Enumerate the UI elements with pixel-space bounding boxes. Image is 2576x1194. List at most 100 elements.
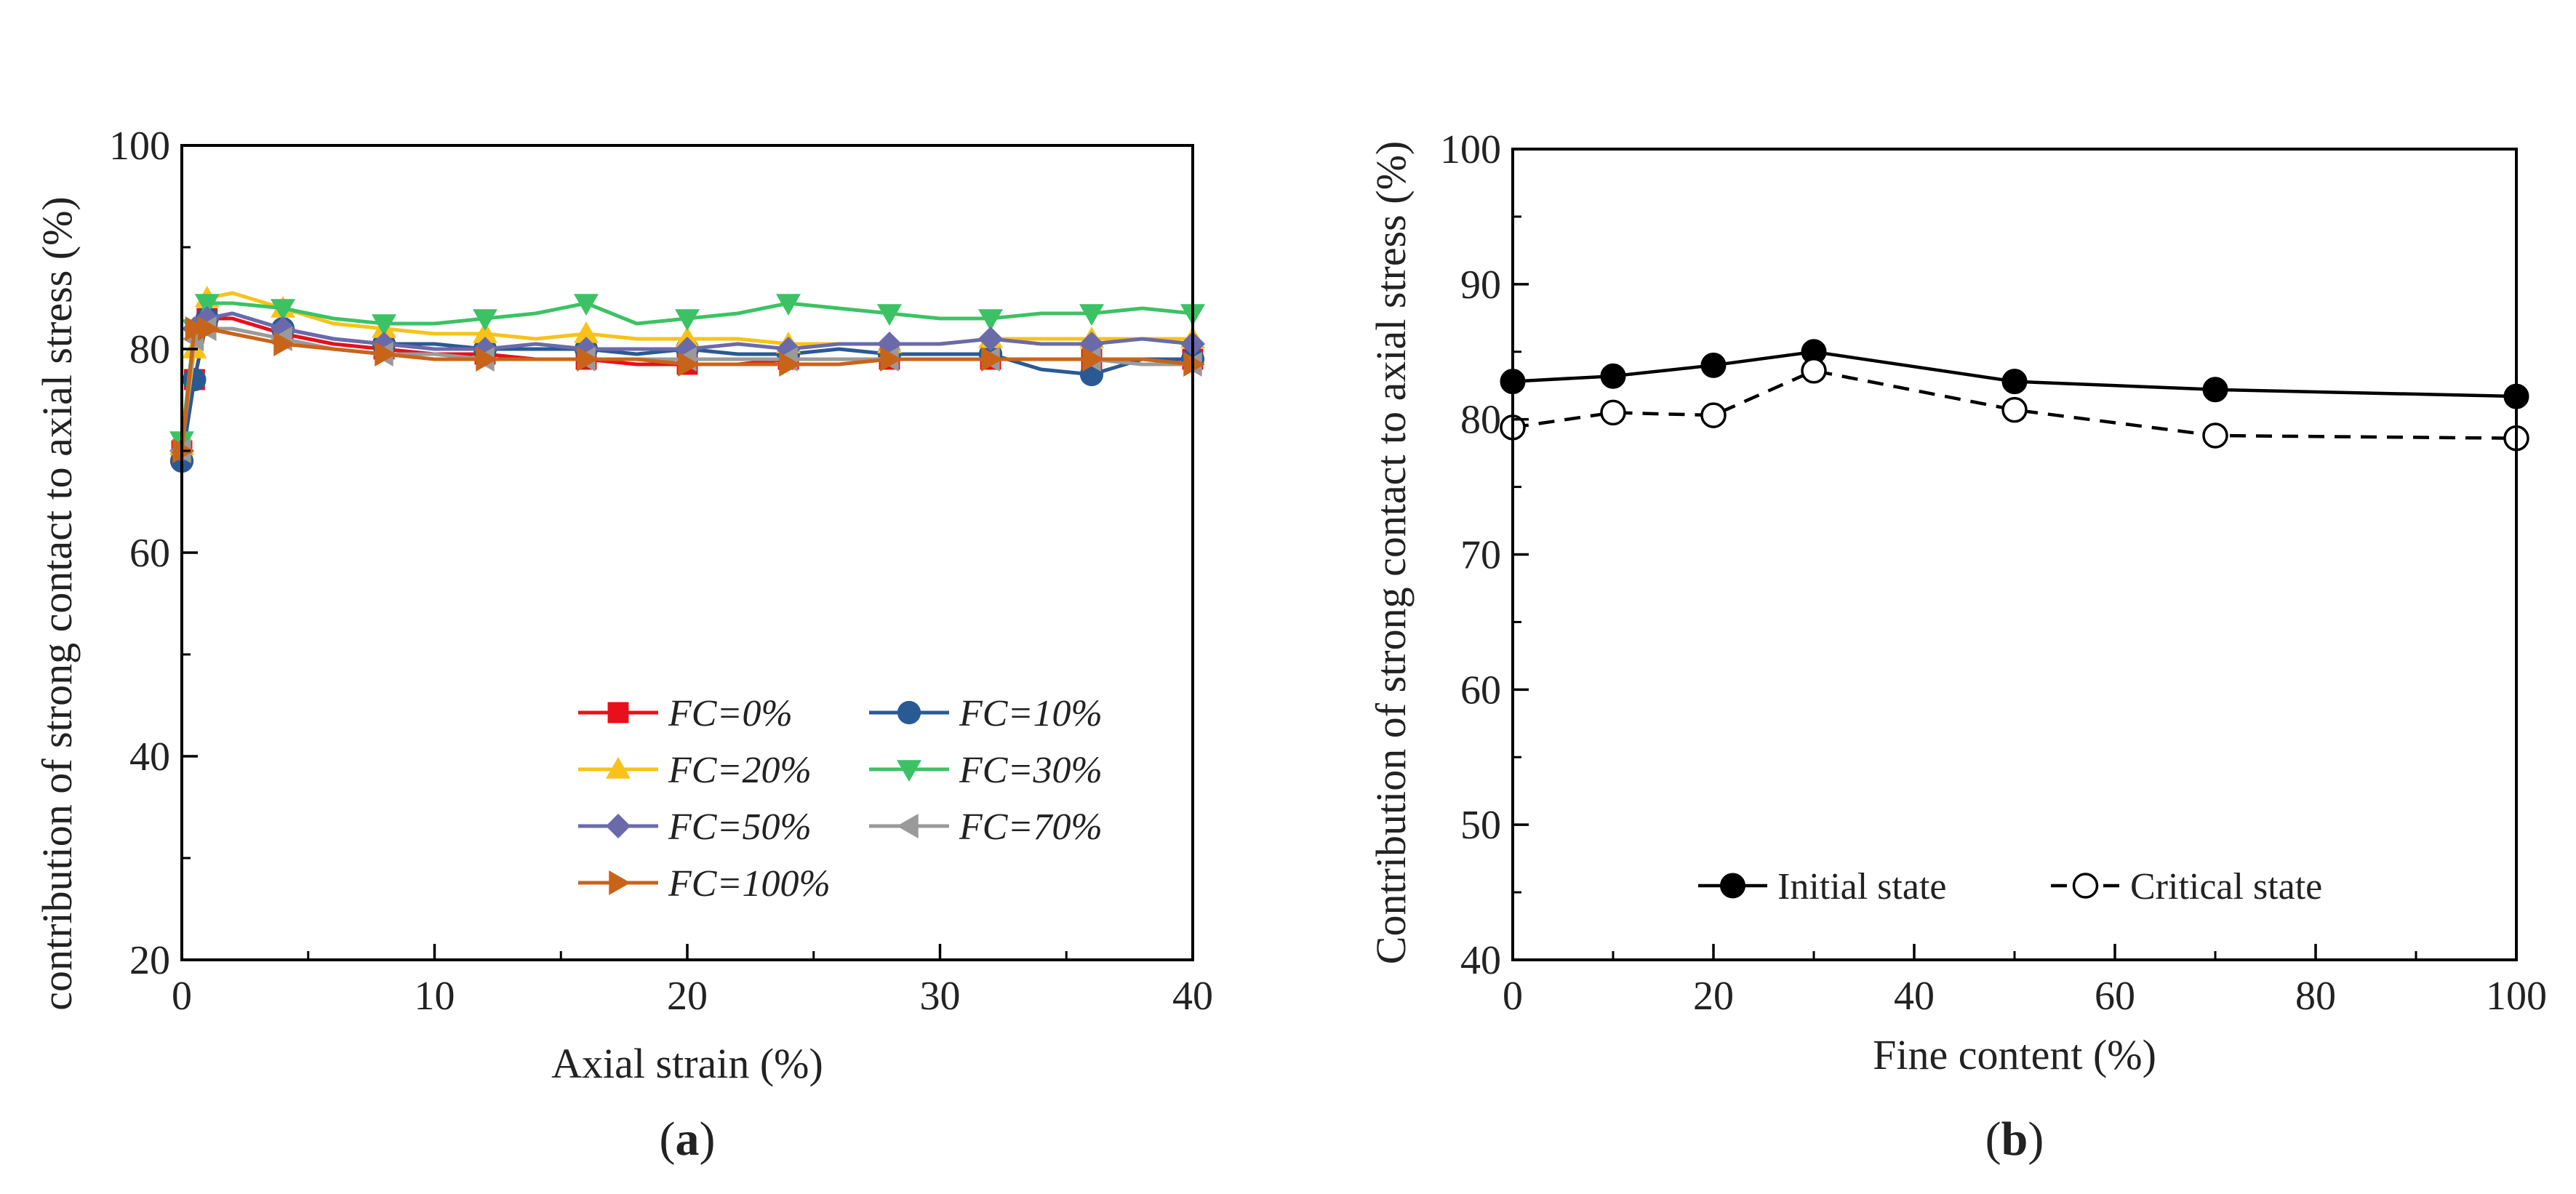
panel-a-data-point-fc-100 (375, 342, 396, 366)
panel-b-data-point-initial-state (2202, 377, 2228, 403)
panel-b-x-tick-label: 0 (1503, 974, 1523, 1019)
panel-a-data-point-fc-100 (185, 316, 207, 341)
panel-b-x-tick-label: 80 (2295, 974, 2336, 1019)
panel-a-y-tick-label: 40 (129, 734, 170, 780)
panel-b-y-tick-label: 100 (1440, 127, 1501, 172)
panel-b-data-point-initial-state (2001, 369, 2028, 395)
panel-b-plot-frame (1511, 148, 2518, 961)
panel-a-legend-label: FC=20% (668, 750, 812, 791)
panel-a-data-point-fc-30 (675, 309, 700, 331)
panel-a-data-point-fc-100 (678, 352, 700, 377)
panel-b-data-point-critical-state (1801, 358, 1827, 384)
panel-a-legend-label: FC=50% (668, 806, 812, 848)
panel-a-legend-marker (606, 757, 631, 779)
panel-b-x-tick-label: 20 (1693, 974, 1734, 1019)
panel-a-legend-label: FC=70% (959, 806, 1103, 848)
panel-b-y-tick-label: 80 (1460, 398, 1501, 443)
panel-a-series-layer (169, 286, 1205, 473)
panel-b-x-tick-label: 60 (2095, 974, 2135, 1019)
panel-a-y-tick-label: 20 (129, 938, 170, 983)
panel-a-data-point-fc-100 (273, 332, 295, 356)
panel-a-x-tick-label: 20 (667, 974, 708, 1019)
panel-a-series-line-fc-30 (180, 301, 1193, 441)
panel-b-data-point-critical-state (2202, 422, 2228, 449)
panel-b-legend: Initial state Critical state (1698, 866, 2322, 907)
panel-a-data-point-fc-20 (574, 321, 599, 343)
panel-a-legend-marker (897, 760, 921, 782)
panel-a-legend-item-fc-30: FC=30% (869, 750, 1103, 791)
panel-b-x-axis-label: Fine content (%) (1873, 1031, 2156, 1078)
panel-a-label: (a) (660, 1113, 716, 1166)
panel-b-y-tick-label: 90 (1460, 263, 1501, 308)
panel-b-label-letter: b (2001, 1113, 2028, 1166)
panel-b-label: (b) (1985, 1113, 2044, 1166)
panel-b-y-tick-label: 50 (1460, 803, 1501, 848)
panel-a-data-point-fc-100 (1082, 347, 1104, 372)
panel-a-x-axis-label: Axial strain (%) (551, 1040, 823, 1087)
panel-b-data-point-critical-state (1600, 399, 1626, 426)
panel-b: 0 20 40 60 80 100 40 50 60 70 80 90 100 Contribution… (1367, 127, 2547, 1166)
panel-a-data-point-fc-30 (1079, 304, 1104, 326)
panel-a-data-point-fc-100 (880, 347, 902, 372)
panel-b-legend-label: Initial state (1777, 866, 1946, 907)
panel-b-data-point-initial-state (1700, 352, 1727, 378)
panel-b-series-critical-state (1500, 358, 2529, 452)
panel-a-legend-marker (609, 870, 631, 895)
panel-b-legend-item-critical-state: Critical state (2051, 866, 2322, 907)
panel-a-y-tick-label: 80 (129, 327, 170, 372)
panel-a-legend-item-fc-100: FC=100% (578, 863, 831, 905)
panel-a-y-tick-label: 60 (129, 531, 170, 576)
panel-b-data-point-initial-state (1600, 363, 1626, 389)
panel-a-data-point-fc-30 (877, 304, 902, 326)
panel-b-tick-layer: 0 20 40 60 80 100 40 50 60 70 80 90 100 (1440, 127, 2547, 1019)
panel-b-legend-marker (1720, 873, 1745, 899)
panel-a-data-point-fc-30 (574, 294, 599, 316)
panel-b-y-tick-label: 60 (1460, 668, 1501, 713)
panel-a-data-point-fc-30 (194, 294, 220, 316)
panel-a-legend-item-fc-10: FC=10% (869, 693, 1103, 734)
panel-a-legend-marker (897, 814, 919, 838)
panel-a-legend-marker (607, 702, 629, 724)
panel-a-y-tick-label: 100 (109, 124, 170, 169)
panel-b-legend-item-initial-state: Initial state (1698, 866, 1946, 907)
panel-a-data-point-fc-100 (198, 316, 220, 341)
panel-b-y-tick-label: 70 (1460, 533, 1501, 578)
panel-b-legend-label: Critical state (2130, 866, 2322, 907)
panel-a-legend-item-fc-20: FC=20% (578, 750, 812, 791)
panel-a-data-point-fc-30 (473, 309, 497, 331)
panel-a-data-point-fc-100 (577, 347, 599, 372)
panel-a-label-letter: a (676, 1113, 700, 1166)
panel-a-legend-label: FC=100% (668, 863, 831, 905)
panel-a-legend-item-fc-0: FC=0% (578, 693, 793, 734)
panel-a-tick-layer: 0 10 20 30 40 20 40 60 80 100 (109, 124, 1213, 1019)
panel-a-data-point-fc-100 (1183, 352, 1205, 377)
panel-b-data-point-critical-state (1700, 402, 1727, 428)
panel-a: 0 10 20 30 40 20 40 60 80 100 contribution of str… (33, 124, 1213, 1166)
panel-a-legend-label: FC=0% (668, 693, 793, 734)
panel-b-series-layer (1500, 339, 2529, 452)
panel-b-y-axis-label: Contribution of strong contact to axial … (1367, 141, 1415, 964)
panel-a-x-tick-label: 40 (1172, 974, 1213, 1019)
panel-a-series-fc-30 (169, 294, 1205, 453)
panel-b-x-tick-label: 40 (1894, 974, 1935, 1019)
panel-b-y-tick-label: 40 (1460, 938, 1501, 983)
panel-a-data-point-fc-50 (978, 326, 1003, 351)
panel-a-legend-marker (606, 814, 631, 838)
panel-b-data-point-critical-state (2001, 396, 2028, 423)
panel-a-series-line-fc-100 (180, 326, 1193, 452)
panel-a-data-point-fc-20 (473, 321, 497, 343)
panel-a-data-point-fc-100 (981, 347, 1003, 372)
panel-a-legend-marker (897, 700, 921, 725)
panel-a-x-tick-label: 0 (172, 974, 192, 1019)
panel-a-y-axis-label: contribution of strong contact to axial … (33, 196, 81, 1010)
panel-a-x-tick-label: 10 (415, 974, 455, 1019)
panel-a-x-tick-label: 30 (920, 974, 961, 1019)
panel-a-legend-item-fc-70: FC=70% (869, 806, 1103, 848)
panel-a-series-fc-100 (172, 316, 1205, 463)
panel-a-series-line-fc-50 (180, 311, 1193, 452)
panel-a-data-point-fc-100 (779, 352, 801, 377)
panel-a-data-point-fc-30 (776, 294, 801, 316)
panel-a-legend: FC=0% FC=10% FC=20% FC=30% FC=50% FC=70% FC=10… (578, 693, 1103, 905)
panel-a-data-point-fc-30 (978, 309, 1003, 331)
